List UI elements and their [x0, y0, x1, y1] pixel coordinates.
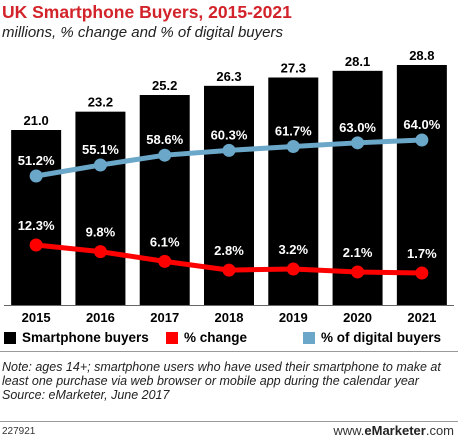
chart-id: 227921 [2, 426, 36, 437]
pct-change-value-label: 9.8% [86, 225, 116, 240]
legend-label: Smartphone buyers [22, 330, 149, 345]
digital-buyers-value-label: 55.1% [82, 142, 119, 157]
digital-buyers-point [286, 139, 300, 153]
pct-change-value-label: 12.3% [18, 218, 55, 233]
chart-svg: 21.0 23.2 25.2 26.3 27.3 28.1 28.8 2015 2016 2017… [4, 48, 454, 345]
x-tick-label: 2018 [215, 310, 244, 325]
digital-buyers-point [222, 143, 236, 157]
x-tick-label: 2020 [343, 310, 372, 325]
digital-buyers-point [29, 169, 43, 183]
x-tick-label: 2021 [407, 310, 436, 325]
legend-label: % of digital buyers [321, 330, 441, 345]
digital-buyers-point [158, 148, 172, 162]
pct-change-value-label: 2.8% [214, 243, 244, 258]
pct-change-value-label: 1.7% [407, 246, 437, 261]
bar-value-label: 21.0 [23, 113, 48, 128]
pct-change-value-label: 2.1% [343, 245, 373, 260]
digital-buyers-point [351, 136, 365, 150]
pct-change-point [93, 245, 107, 259]
legend-label: % change [184, 330, 248, 345]
digital-buyers-value-label: 63.0% [339, 120, 376, 135]
digital-buyers-point [93, 158, 107, 172]
bar-value-label: 28.8 [409, 48, 434, 63]
divider [0, 421, 458, 422]
digital-buyers-point [415, 133, 429, 147]
bar-value-label: 23.2 [88, 95, 113, 110]
x-tick-label: 2019 [279, 310, 308, 325]
pct-change-value-label: 6.1% [150, 234, 180, 249]
digital-buyers-value-label: 58.6% [146, 132, 183, 147]
legend-swatch [303, 332, 315, 344]
pct-change-point [158, 254, 172, 268]
legend-swatch [4, 332, 16, 344]
pct-change-point [351, 265, 365, 279]
note-text: Note: ages 14+; smartphone users who hav… [2, 360, 441, 388]
bar [396, 65, 447, 305]
pct-change-value-label: 3.2% [278, 242, 308, 257]
x-tick-label: 2016 [86, 310, 115, 325]
bar-value-label: 26.3 [216, 69, 241, 84]
digital-buyers-value-label: 61.7% [275, 123, 312, 138]
pct-change-point [415, 266, 429, 280]
digital-buyers-value-label: 51.2% [18, 153, 55, 168]
pct-change-point [286, 262, 300, 276]
legend-swatch [166, 332, 178, 344]
chart-notes: Note: ages 14+; smartphone users who hav… [2, 360, 454, 402]
bar [11, 130, 62, 305]
x-tick-label: 2015 [22, 310, 51, 325]
source-text: Source: eMarketer, June 2017 [2, 388, 170, 402]
pct-change-point [29, 238, 43, 252]
bar-value-label: 28.1 [345, 54, 370, 69]
bar [75, 111, 126, 306]
bar-value-label: 27.3 [281, 61, 306, 76]
pct-change-point [222, 263, 236, 277]
digital-buyers-value-label: 64.0% [403, 117, 440, 132]
digital-buyers-value-label: 60.3% [211, 127, 248, 142]
divider [0, 351, 458, 352]
chart-subtitle: millions, % change and % of digital buye… [2, 24, 283, 41]
bar [139, 95, 190, 305]
x-tick-label: 2017 [150, 310, 179, 325]
brand-logo: www.eMarketer.com [333, 423, 454, 438]
bar-value-label: 25.2 [152, 78, 177, 93]
chart-title: UK Smartphone Buyers, 2015-2021 [2, 2, 292, 22]
